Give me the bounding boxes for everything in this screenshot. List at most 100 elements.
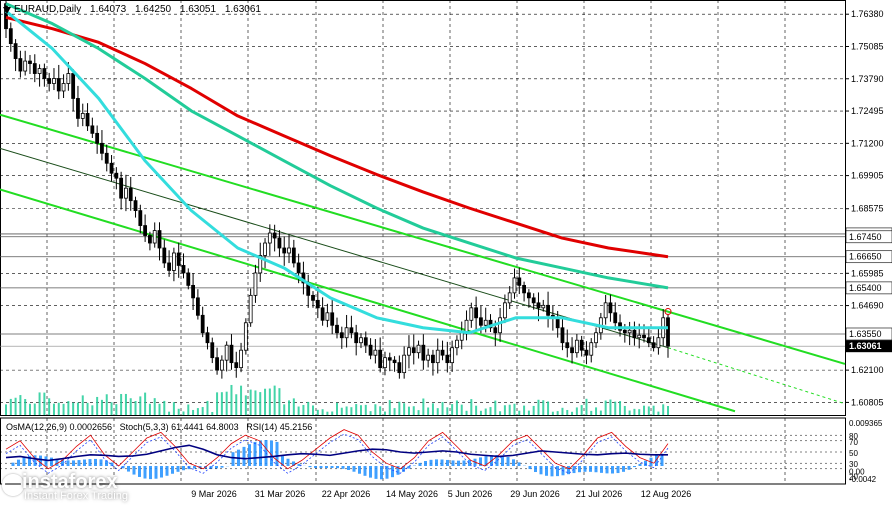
candle-body bbox=[397, 362, 402, 374]
osma-bar bbox=[495, 454, 499, 466]
osma-bar bbox=[385, 466, 389, 479]
candle-body bbox=[613, 312, 618, 324]
close-value: 1.63061 bbox=[224, 4, 261, 15]
volume-bar bbox=[465, 410, 468, 415]
volume-bar bbox=[518, 410, 521, 415]
osma-bar bbox=[589, 466, 592, 472]
osma-bar bbox=[182, 466, 185, 471]
ind-tick-label: 30 bbox=[849, 460, 858, 469]
volume-bar bbox=[479, 410, 482, 415]
osma-bar bbox=[297, 463, 301, 466]
candle-body bbox=[455, 339, 459, 349]
volume-bar bbox=[288, 400, 291, 415]
volume-bar bbox=[340, 407, 343, 415]
volume-bar bbox=[527, 410, 530, 415]
osma-bar bbox=[396, 466, 400, 475]
osma-bar bbox=[94, 458, 97, 466]
volume-bar bbox=[412, 406, 415, 415]
candle-body bbox=[402, 354, 407, 374]
volume-bar bbox=[431, 403, 434, 415]
candle-body bbox=[157, 230, 162, 249]
osma-bar bbox=[308, 466, 312, 468]
price-axis: 1.76380 1.75085 1.73790 1.72495 1.71200 1.699… bbox=[845, 9, 892, 407]
osma-bar bbox=[314, 466, 317, 468]
volume-bar bbox=[470, 399, 473, 415]
candle-body bbox=[325, 312, 330, 321]
candle-body bbox=[627, 329, 632, 334]
x-tick-label: 21 Jul 2026 bbox=[576, 489, 623, 499]
candle-body bbox=[61, 83, 66, 92]
osma-bar bbox=[105, 460, 108, 466]
volume-bar bbox=[508, 404, 511, 415]
volume-bar bbox=[643, 405, 646, 415]
candle-body bbox=[119, 177, 124, 199]
chart-header: EURAUD,Daily 1.64073 1.64250 1.63051 1.6… bbox=[14, 4, 267, 15]
candle-body bbox=[219, 359, 224, 371]
osma-bar bbox=[347, 466, 350, 471]
chevron-down-icon[interactable] bbox=[3, 7, 11, 14]
osma-bar bbox=[55, 458, 59, 466]
candle-body bbox=[191, 284, 195, 299]
candle-body bbox=[42, 68, 47, 79]
candle-body bbox=[642, 334, 646, 339]
candle-body bbox=[622, 329, 627, 334]
candle-body bbox=[330, 312, 335, 326]
candle-body bbox=[469, 307, 474, 321]
candle-body bbox=[440, 349, 445, 356]
level-label: 1.66650 bbox=[849, 252, 882, 262]
volume-bar bbox=[494, 400, 497, 415]
volume-bar bbox=[76, 402, 79, 415]
osma-bar bbox=[242, 446, 246, 466]
volume-bar bbox=[211, 411, 214, 415]
candle-body bbox=[579, 339, 584, 351]
osma-bar bbox=[11, 462, 15, 466]
volume-bar bbox=[374, 404, 377, 415]
candle-body bbox=[71, 73, 76, 99]
volume-bar bbox=[542, 400, 545, 415]
stoch-label: Stoch(5,3,3) 61.4441 64.8003 bbox=[119, 422, 239, 432]
volume-bar bbox=[158, 403, 161, 415]
candle-body bbox=[483, 319, 488, 326]
osma-bar bbox=[358, 466, 361, 474]
candle-body bbox=[584, 349, 589, 356]
osma-bar bbox=[110, 462, 114, 466]
candle-body bbox=[421, 344, 426, 361]
candle-body bbox=[368, 344, 373, 356]
volume-bar bbox=[72, 402, 75, 415]
osma-bar bbox=[655, 455, 658, 466]
volume-bar bbox=[196, 408, 199, 415]
osma-bar bbox=[440, 459, 444, 466]
osma-bar bbox=[176, 466, 180, 472]
volume-bar bbox=[398, 401, 401, 415]
candle-body bbox=[37, 68, 42, 74]
volume-bar bbox=[153, 398, 156, 415]
volume-bar bbox=[110, 402, 113, 415]
osma-bar bbox=[605, 466, 609, 474]
candle-body bbox=[589, 342, 594, 356]
y-tick-label: 1.65985 bbox=[851, 268, 884, 278]
x-tick-label: 31 Mar 2026 bbox=[255, 489, 306, 499]
ema-lines bbox=[5, 2, 669, 335]
volume-bar bbox=[172, 402, 175, 415]
volume-bar bbox=[14, 397, 17, 415]
volume-bar bbox=[230, 384, 233, 415]
y-tick-label: 1.69905 bbox=[851, 171, 884, 181]
candle-body bbox=[152, 230, 157, 244]
volume-bar bbox=[139, 396, 142, 415]
volume-bar bbox=[489, 407, 492, 415]
candle-body bbox=[171, 252, 176, 271]
volume-bar bbox=[19, 395, 22, 415]
x-tick-label: 12 Aug 2026 bbox=[641, 489, 692, 499]
candle-body bbox=[128, 187, 133, 202]
volume-bar bbox=[503, 405, 506, 415]
osma-bar bbox=[446, 459, 449, 466]
volume-bar bbox=[144, 392, 147, 415]
volume-bar bbox=[148, 403, 151, 415]
volume-bar bbox=[566, 409, 569, 415]
volume-bar bbox=[561, 407, 564, 415]
volume-bar bbox=[38, 392, 41, 415]
osma-bar bbox=[248, 444, 251, 466]
osma-bar bbox=[171, 466, 174, 474]
x-tick-label: 9 Mar 2026 bbox=[191, 489, 237, 499]
